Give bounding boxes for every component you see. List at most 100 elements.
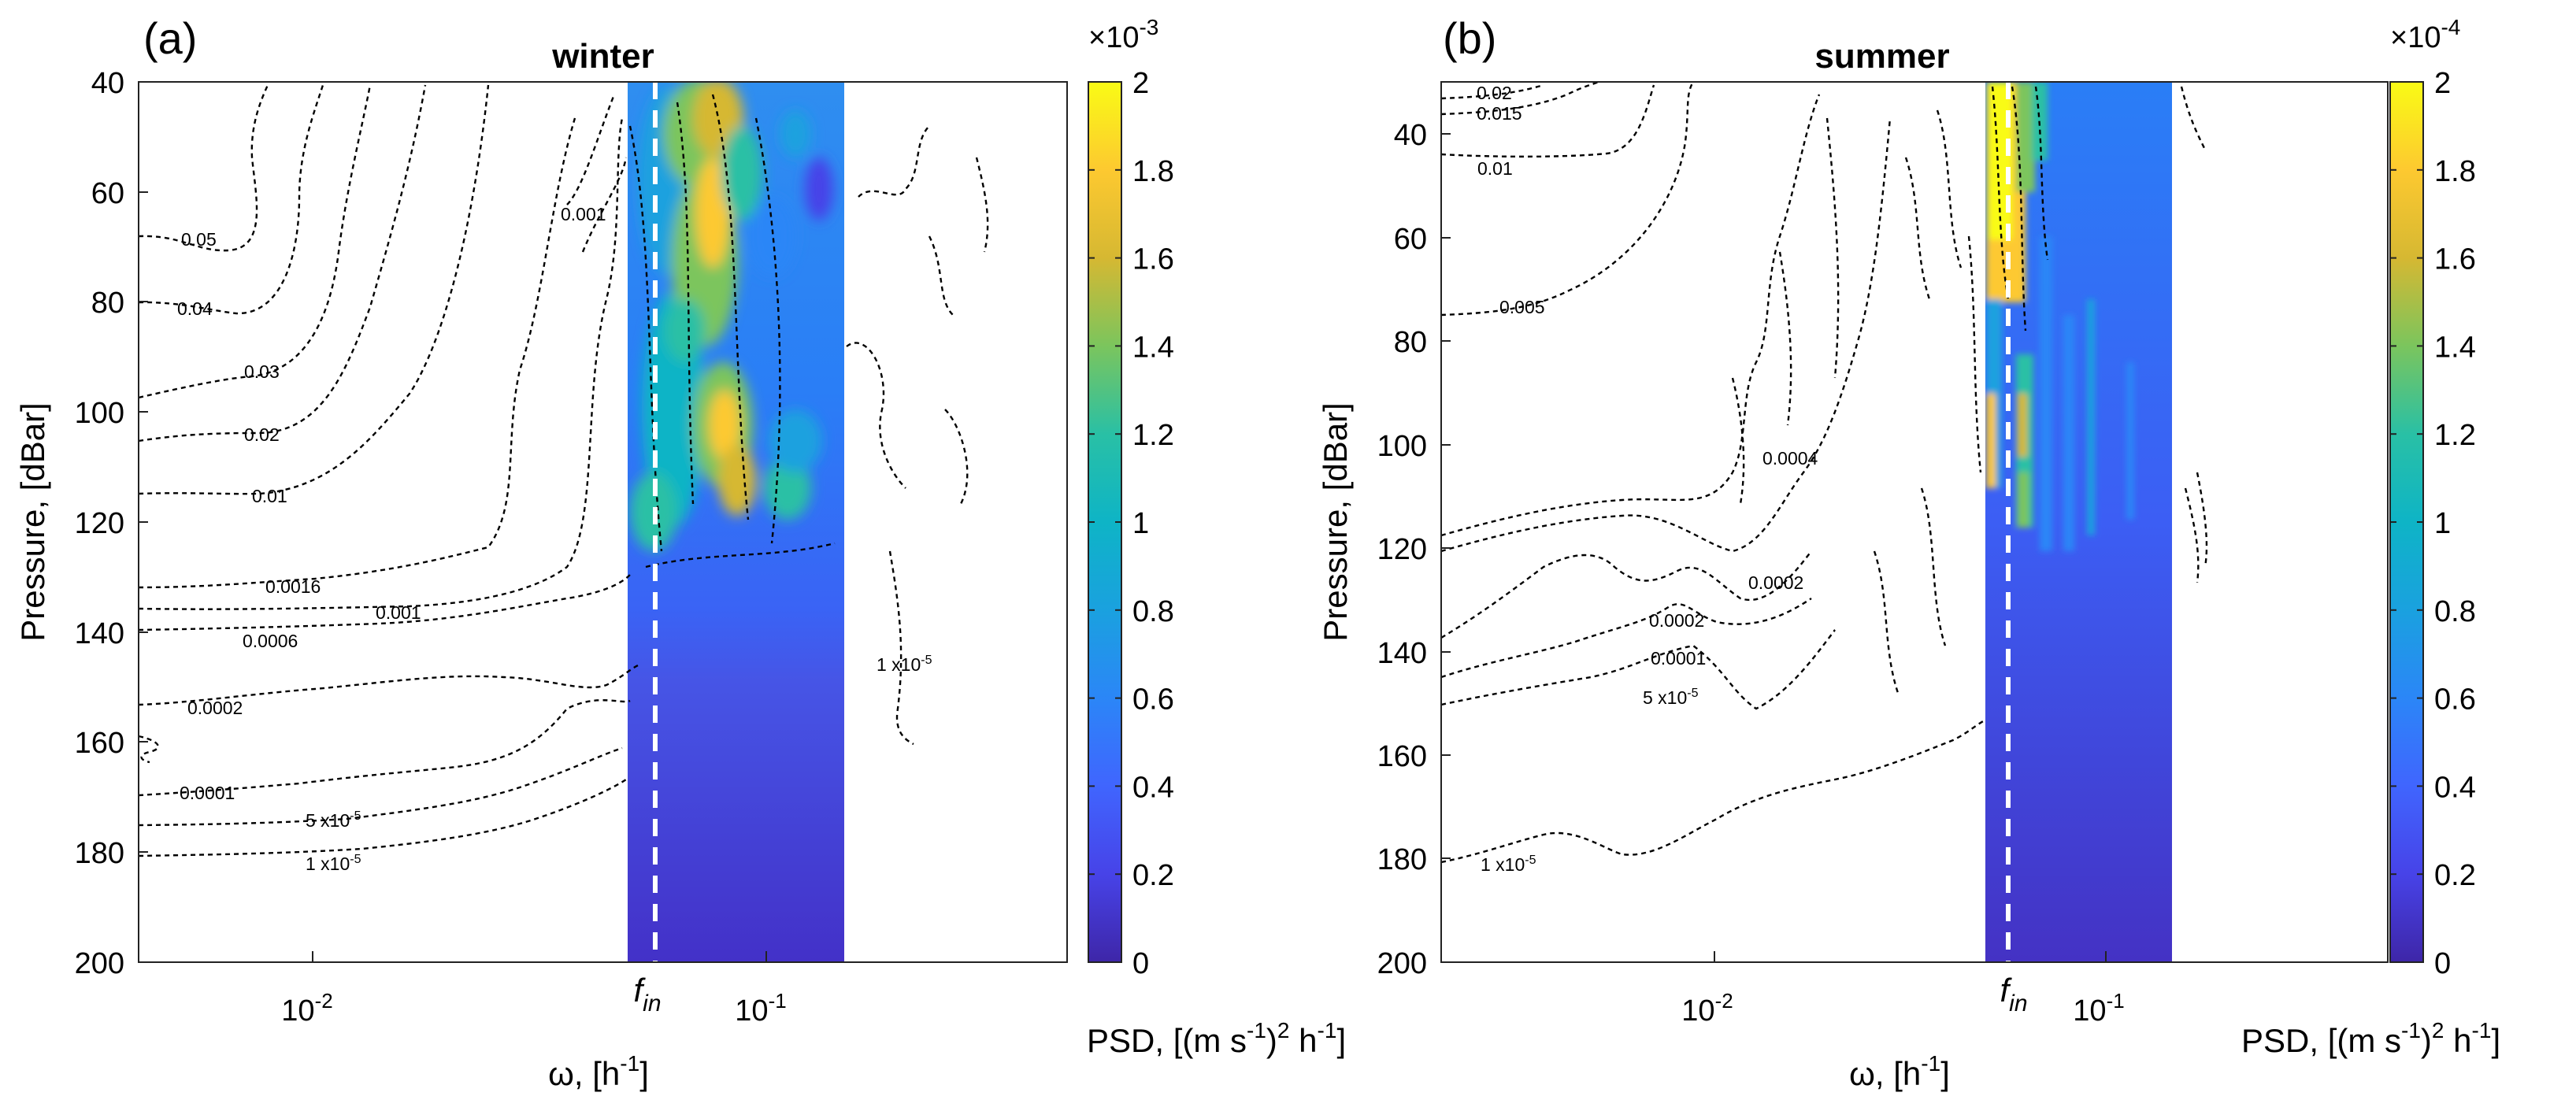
y-tick: 60	[1394, 223, 1451, 256]
heat-blob	[780, 110, 811, 157]
contour-label: 5 x10-5	[1643, 687, 1699, 708]
psd-heatmap	[1985, 82, 2172, 962]
colorbar-tick-label: 0.6	[1132, 683, 1174, 717]
heat-blob	[1986, 394, 1996, 488]
x-tick-label: 10-1	[735, 989, 786, 1028]
contour-0.0016	[138, 117, 576, 589]
heat-blob	[748, 197, 795, 276]
contour-label: 0.0006	[243, 631, 298, 651]
y-tick-label: 200	[1377, 947, 1427, 980]
contour-1e-5	[138, 779, 627, 857]
contour-small	[138, 735, 159, 764]
contour-0.0001	[1440, 598, 1812, 679]
contour-label: 0.0004	[1762, 448, 1818, 468]
contour-mid	[566, 94, 628, 253]
heat-blob	[695, 157, 730, 268]
colorbar-tick-label: 0.8	[1132, 595, 1174, 628]
heat-blob	[2063, 315, 2074, 551]
colorbar-tick-label: 0.6	[2434, 683, 2476, 717]
y-tick: 120	[1377, 533, 1451, 566]
panel-summer: (b) summer	[1317, 13, 2500, 1092]
contour-0.01	[1440, 84, 1655, 158]
contour-label: 0.02	[244, 424, 280, 445]
y-tick-label: 160	[75, 727, 124, 760]
y-tick: 140	[75, 617, 148, 650]
colorbar-tick-label: 0.2	[2434, 859, 2476, 892]
y-tick: 120	[75, 507, 148, 540]
colorbar-exponent: ×10-3	[1088, 15, 1158, 54]
y-tick-label: 40	[1394, 119, 1427, 152]
colorbar-label: PSD, [(m s-1)2 h-1]	[1087, 1018, 1346, 1059]
y-axis: 40 60 80 100 120 140 160 180 200	[75, 67, 148, 980]
y-axis: 40 60 80 100 120 140 160 180 200	[1377, 119, 1451, 980]
contour-label: 0.001	[376, 602, 421, 623]
contour-0.001	[138, 117, 624, 610]
heat-blob	[709, 390, 740, 461]
colorbar-tick-label: 1.2	[2434, 419, 2476, 452]
y-tick-label: 180	[1377, 843, 1427, 876]
colorbar-tick-label: 1.6	[2434, 243, 2476, 276]
x-axis-label: ω, [h-1]	[1849, 1051, 1950, 1092]
heat-blob	[721, 126, 762, 220]
y-tick: 180	[1377, 843, 1451, 876]
contour-label: 0.03	[244, 361, 280, 382]
contour-label: 0.015	[1477, 103, 1522, 124]
colorbar: ×10-4 0 0.2 0.4 0.6 0.8 1 1.2 1.4 1.6 1.8 2 PSD, […	[2241, 15, 2500, 1059]
contour-lines	[138, 84, 989, 857]
contour-0.03	[138, 84, 372, 399]
x-axis-label: ω, [h-1]	[548, 1051, 649, 1092]
contour-label: 1 x10-5	[1481, 854, 1536, 875]
contour-0.01	[138, 84, 490, 495]
colorbar-tick-label: 1.8	[1132, 155, 1174, 188]
contour-right	[846, 125, 989, 746]
axes-frame	[1440, 81, 2389, 963]
contour-0.02	[138, 84, 427, 443]
heat-blob	[2040, 236, 2052, 551]
heat-blob	[665, 299, 706, 362]
contour-0.005	[1440, 81, 1695, 317]
y-tick: 200	[1377, 947, 1451, 980]
contour-right	[2180, 86, 2208, 583]
y-tick-label: 180	[75, 837, 124, 870]
colorbar-tick-label: 1.6	[1132, 243, 1174, 276]
heat-blob	[2018, 472, 2029, 528]
contour-label: 0.04	[177, 298, 213, 319]
panel-label: (b)	[1443, 13, 1496, 63]
x-axis: 10-2 10-1 fin ω, [h-1]	[281, 951, 787, 1092]
y-tick: 40	[1394, 119, 1451, 152]
y-tick: 60	[91, 177, 148, 210]
y-tick-label: 80	[91, 287, 124, 320]
colorbar-tick-label: 1.8	[2434, 155, 2476, 188]
y-tick: 200	[75, 947, 148, 980]
contour-5e-5	[138, 746, 623, 827]
y-tick-label: 140	[75, 617, 124, 650]
heat-blob	[764, 457, 811, 520]
colorbar-tick-label: 1.4	[1132, 331, 1174, 364]
heat-blob	[2018, 394, 2027, 457]
contour-0.05	[138, 84, 269, 252]
heatmap-contours	[628, 94, 836, 568]
colorbar-ticks: 0 0.2 0.4 0.6 0.8 1 1.2 1.4 1.6 1.8 2	[2390, 67, 2476, 980]
colorbar: ×10-3 0 0.2 0.4 0.6 0.8 1 1.2 1.4 1.6 1.8 2 PSD, […	[1087, 15, 1346, 1059]
y-tick: 180	[75, 837, 148, 870]
contour-label: 0.0002	[187, 698, 243, 718]
colorbar-tick-label: 0.8	[2434, 595, 2476, 628]
y-tick-label: 40	[91, 67, 124, 100]
contour-0.0002	[138, 664, 639, 706]
y-tick: 160	[1377, 740, 1451, 773]
contour-0.0002-b	[1440, 550, 1812, 639]
panel-winter: (a) winter	[14, 13, 1346, 1092]
contour-label: 0.005	[1499, 297, 1545, 317]
y-tick-label: 140	[1377, 637, 1427, 670]
contour-labels: 0.02 0.015 0.01 0.005 0.0004 0.0002 0.00…	[1477, 83, 1818, 875]
x-tick-label: 10-2	[1681, 989, 1733, 1028]
contour-0.02	[1440, 83, 1544, 100]
colorbar-exponent: ×10-4	[2390, 15, 2460, 54]
y-tick: 100	[1377, 430, 1451, 463]
contour-5e-5	[1440, 629, 1836, 710]
y-tick-label: 100	[75, 397, 124, 430]
heat-blob	[2126, 362, 2134, 520]
contour-label: 0.0016	[265, 576, 321, 597]
colorbar-tick-label: 1	[2434, 507, 2451, 540]
